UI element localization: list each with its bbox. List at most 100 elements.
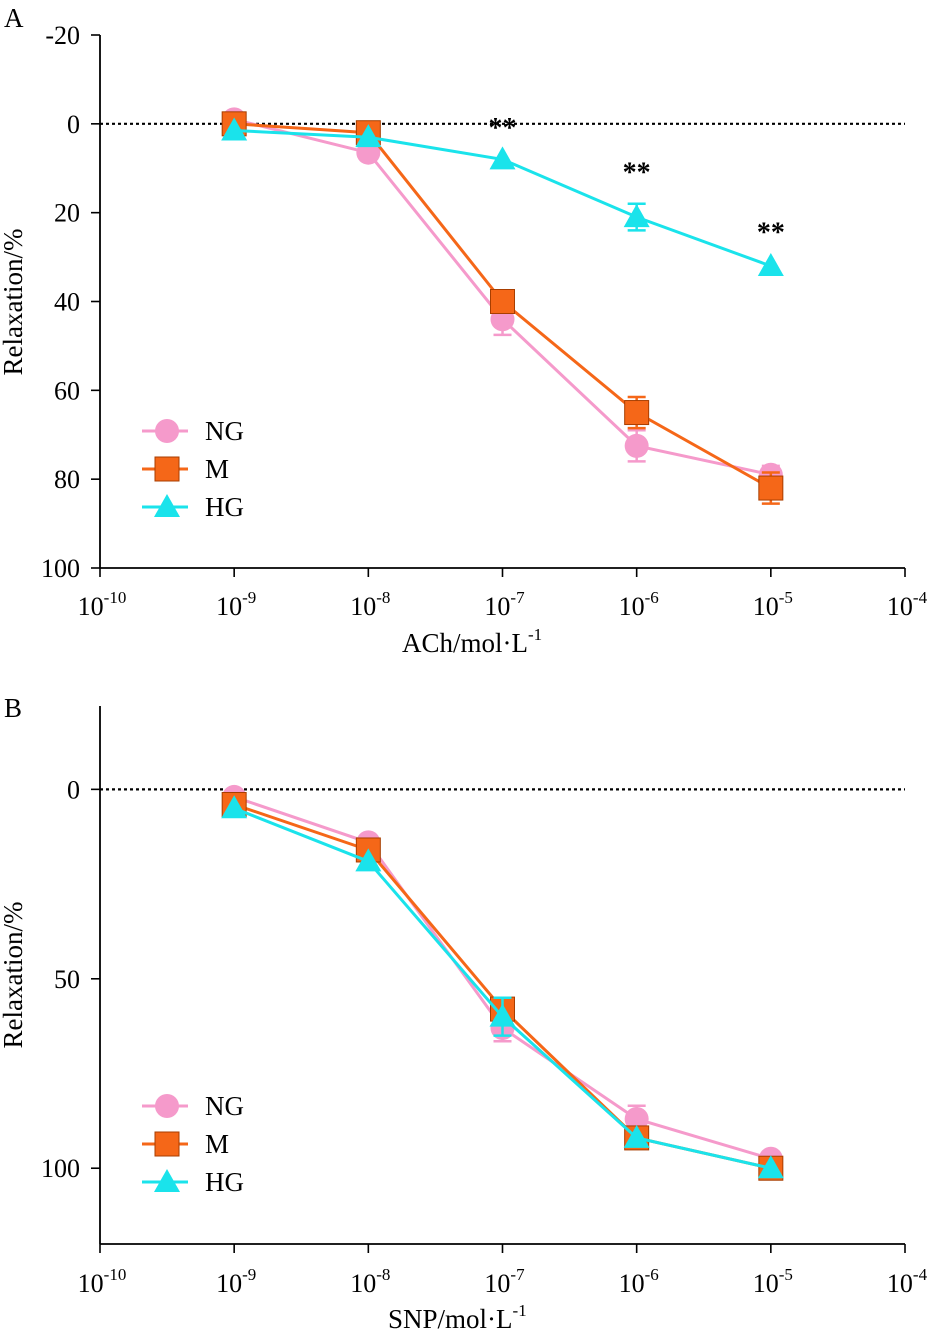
x-tick-base-b-6: 10: [887, 1269, 913, 1298]
series-a-hg: [221, 117, 784, 276]
significance-label-a-2: **: [757, 218, 785, 249]
series-line-b-hg: [233, 806, 772, 1170]
data-point-a-hg-4: [757, 252, 784, 276]
legend-item-a-m: M: [142, 454, 229, 484]
legend-item-b-m: M: [142, 1129, 229, 1159]
y-tick-label-a-0: -20: [45, 21, 80, 50]
x-axis-title-a: ACh/mol·L-1: [402, 625, 542, 658]
x-tick-base-a-5: 10: [753, 592, 779, 621]
series-b-hg: [221, 795, 784, 1179]
legend-item-b-hg: HG: [142, 1167, 244, 1197]
x-tick-exp-a-2: -8: [376, 588, 390, 607]
x-axis-title-b: SNP/mol·L-1: [388, 1301, 527, 1334]
panel-label-b: B: [4, 693, 22, 723]
x-ticks-a: 10-10 10-9 10-8 10-7 10-6 10-5 10-4: [78, 568, 928, 621]
legend-item-b-ng: NG: [142, 1091, 244, 1121]
x-tick-exp-a-6: -4: [913, 588, 928, 607]
x-tick-exp-a-0: -10: [104, 588, 127, 607]
x-tick-label-a-2: 10-8: [350, 588, 390, 621]
x-tick-exp-a-1: -9: [242, 588, 256, 607]
x-tick-label-b-5: 10-5: [753, 1265, 793, 1298]
significance-label-a-1: **: [623, 158, 651, 189]
x-tick-exp-b-1: -9: [242, 1265, 256, 1284]
x-tick-exp-b-6: -4: [913, 1265, 928, 1284]
y-tick-label-a-1: 0: [67, 110, 80, 139]
x-tick-base-b-4: 10: [619, 1269, 645, 1298]
annotations-a: ** ** **: [489, 113, 785, 248]
legend-item-a-hg: HG: [142, 492, 244, 522]
series-line-b-m: [233, 803, 772, 1170]
x-ticks-b: 10-10 10-9 10-8 10-7 10-6 10-5 10-4: [78, 1244, 928, 1298]
data-point-b-ng-3: [624, 1106, 649, 1131]
series-line-b-ng: [233, 795, 772, 1161]
legend-item-a-ng: NG: [142, 416, 244, 446]
series-group-a: [221, 107, 784, 505]
x-tick-exp-a-4: -6: [645, 588, 659, 607]
x-tick-exp-b-3: -7: [510, 1265, 525, 1284]
series-a-m: [221, 111, 784, 505]
y-axis-title-b: Relaxation/%: [0, 902, 28, 1049]
y-tick-label-a-4: 60: [54, 376, 80, 405]
x-tick-label-a-0: 10-10: [78, 588, 127, 621]
legend-label-a-hg: HG: [205, 492, 244, 522]
x-tick-base-a-6: 10: [887, 592, 913, 621]
legend-label-a-ng: NG: [205, 416, 244, 446]
data-point-a-hg-0: [221, 117, 248, 141]
y-ticks-b: 0 50 100: [41, 775, 100, 1183]
x-tick-base-b-1: 10: [216, 1269, 242, 1298]
data-point-b-hg-1: [355, 848, 382, 872]
data-point-a-hg-2: [489, 146, 516, 170]
legend-label-b-hg: HG: [205, 1167, 244, 1197]
data-point-a-m-4: [758, 475, 784, 501]
x-tick-base-a-4: 10: [619, 592, 645, 621]
x-tick-base-a-1: 10: [216, 592, 242, 621]
significance-label-a-0: **: [489, 113, 517, 144]
x-tick-exp-b-0: -10: [104, 1265, 127, 1284]
data-point-b-hg-0: [221, 795, 248, 819]
x-tick-base-a-3: 10: [484, 592, 510, 621]
data-point-a-m-2: [490, 289, 515, 314]
legend-label-b-m: M: [205, 1129, 229, 1159]
x-tick-label-a-1: 10-9: [216, 588, 256, 621]
data-point-b-hg-3: [623, 1124, 650, 1148]
series-group-b: [221, 784, 784, 1181]
x-tick-base-a-2: 10: [350, 592, 376, 621]
x-tick-exp-a-3: -7: [510, 588, 525, 607]
x-tick-label-b-1: 10-9: [216, 1265, 256, 1298]
x-tick-base-b-0: 10: [78, 1269, 104, 1298]
x-tick-exp-b-2: -8: [376, 1265, 390, 1284]
x-tick-label-a-5: 10-5: [753, 588, 793, 621]
legend-marker-a-m: [154, 456, 180, 482]
x-tick-label-b-6: 10-4: [887, 1265, 928, 1298]
x-tick-exp-b-4: -6: [645, 1265, 659, 1284]
x-tick-label-a-4: 10-6: [619, 588, 659, 621]
legend-label-a-m: M: [205, 454, 229, 484]
x-tick-base-a-0: 10: [78, 592, 104, 621]
legend-marker-b-m: [154, 1131, 180, 1157]
y-tick-label-a-6: 100: [41, 554, 80, 583]
legend-a: NG M HG: [142, 416, 244, 522]
x-tick-exp-b-5: -5: [779, 1265, 793, 1284]
legend-marker-a-ng: [155, 419, 179, 443]
data-point-a-hg-1: [355, 124, 382, 148]
y-tick-label-b-2: 100: [41, 1154, 80, 1183]
x-tick-exp-a-5: -5: [779, 588, 793, 607]
panel-label-a: A: [4, 3, 24, 33]
y-tick-label-b-1: 50: [54, 965, 80, 994]
legend-b: NG M HG: [142, 1091, 244, 1197]
x-axis-title-a-sup: -1: [528, 625, 542, 644]
x-tick-label-b-0: 10-10: [78, 1265, 127, 1298]
x-tick-label-b-2: 10-8: [350, 1265, 390, 1298]
data-point-a-hg-3: [623, 204, 650, 228]
data-point-a-m-3: [624, 400, 650, 426]
y-tick-label-a-2: 20: [54, 199, 80, 228]
data-point-b-hg-4: [757, 1155, 784, 1179]
x-tick-label-b-3: 10-7: [484, 1265, 525, 1298]
y-ticks-a: -20 0 20 40 60 80 100: [41, 21, 100, 583]
x-axis-title-a-main: ACh/mol·L: [402, 628, 528, 658]
legend-marker-b-ng: [155, 1094, 179, 1118]
series-b-m: [221, 792, 784, 1181]
